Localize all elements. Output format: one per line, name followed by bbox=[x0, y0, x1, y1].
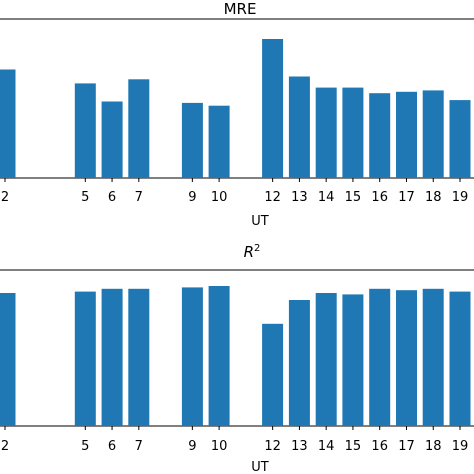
x-tick-label: 12 bbox=[264, 190, 281, 205]
bar-ut-9 bbox=[181, 287, 203, 426]
x-axis-label: UT bbox=[251, 460, 269, 474]
chart-r2: R2 2 5 6 7 9 10 12 13 14 15 16 17 18 19 UT bbox=[0, 243, 474, 474]
x-tick-label: 17 bbox=[398, 439, 415, 454]
bar-ut-9 bbox=[181, 102, 203, 178]
bar-ut-7 bbox=[128, 288, 150, 426]
bar-ut-15 bbox=[342, 87, 364, 178]
bar-ut-12 bbox=[262, 323, 284, 426]
bar-ut-14 bbox=[315, 293, 337, 426]
x-tick-label: 6 bbox=[108, 190, 116, 205]
bar-ut-5 bbox=[74, 83, 96, 178]
bars bbox=[0, 286, 471, 426]
x-tick-label: 9 bbox=[188, 439, 196, 454]
x-tick-label: 16 bbox=[371, 439, 388, 454]
x-tick-label: 2 bbox=[1, 190, 9, 205]
bar-ut-16 bbox=[369, 93, 391, 178]
bar-ut-13 bbox=[288, 300, 310, 426]
x-tick-label: 2 bbox=[1, 439, 9, 454]
x-tick-label: 5 bbox=[81, 190, 89, 205]
bar-ut-19 bbox=[449, 291, 471, 426]
x-tick-label: 19 bbox=[452, 439, 469, 454]
bar-ut-2 bbox=[0, 69, 16, 178]
x-tick-label: 15 bbox=[345, 190, 362, 205]
x-tick-label: 19 bbox=[452, 190, 469, 205]
x-tick-label: 18 bbox=[425, 190, 442, 205]
x-tick-label: 15 bbox=[345, 439, 362, 454]
bar-ut-5 bbox=[74, 291, 96, 426]
x-tick-label: 7 bbox=[135, 190, 143, 205]
x-tick-label: 14 bbox=[318, 439, 335, 454]
bar-ut-18 bbox=[422, 288, 444, 426]
x-tick-label: 12 bbox=[264, 439, 281, 454]
bar-ut-13 bbox=[288, 76, 310, 178]
x-axis-label: UT bbox=[251, 214, 269, 229]
chart-mre: MRE 2 5 6 7 9 10 12 13 14 15 16 17 18 19 UT bbox=[0, 0, 474, 229]
x-tick-label: 10 bbox=[211, 439, 228, 454]
bar-ut-19 bbox=[449, 100, 471, 178]
bar-ut-10 bbox=[208, 286, 230, 426]
bar-ut-6 bbox=[101, 288, 123, 426]
bar-ut-10 bbox=[208, 105, 230, 178]
x-tick-label: 16 bbox=[371, 190, 388, 205]
x-tick-label: 13 bbox=[291, 439, 308, 454]
bar-ut-15 bbox=[342, 294, 364, 426]
x-ticks: 2 5 6 7 9 10 12 13 14 15 16 17 18 19 bbox=[1, 178, 468, 205]
x-tick-label: 17 bbox=[398, 190, 415, 205]
bar-ut-6 bbox=[101, 101, 123, 178]
chart-title: R2 bbox=[244, 243, 261, 261]
x-tick-label: 14 bbox=[318, 190, 335, 205]
bar-ut-17 bbox=[396, 290, 417, 426]
x-tick-label: 9 bbox=[188, 190, 196, 205]
x-ticks: 2 5 6 7 9 10 12 13 14 15 16 17 18 19 bbox=[1, 426, 468, 454]
chart-title: MRE bbox=[224, 0, 257, 18]
bar-ut-18 bbox=[422, 90, 444, 178]
x-tick-label: 13 bbox=[291, 190, 308, 205]
x-tick-label: 7 bbox=[135, 439, 143, 454]
bar-ut-2 bbox=[0, 293, 16, 426]
x-tick-label: 5 bbox=[81, 439, 89, 454]
bars bbox=[0, 39, 471, 178]
bar-ut-16 bbox=[369, 288, 391, 426]
bar-ut-12 bbox=[262, 39, 284, 178]
bar-ut-7 bbox=[128, 79, 150, 178]
x-tick-label: 6 bbox=[108, 439, 116, 454]
bar-ut-14 bbox=[315, 87, 337, 178]
x-tick-label: 18 bbox=[425, 439, 442, 454]
x-tick-label: 10 bbox=[211, 190, 228, 205]
bar-ut-17 bbox=[396, 91, 417, 178]
